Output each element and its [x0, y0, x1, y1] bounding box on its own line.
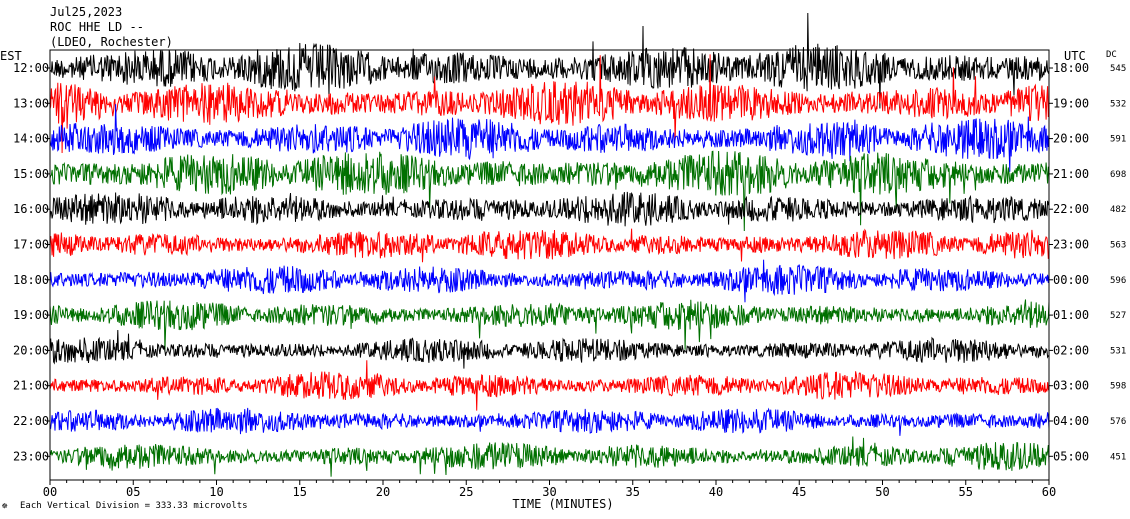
header-date: Jul25,2023 [50, 5, 122, 19]
dc-offset-value: 596 [1110, 276, 1126, 286]
x-tick-label: 55 [959, 485, 973, 499]
x-tick-label: 20 [376, 485, 390, 499]
est-hour-label: 23:00 [13, 449, 49, 463]
dc-offset-value: 531 [1110, 346, 1126, 356]
est-hour-label: 20:00 [13, 343, 49, 357]
header-station: ROC HHE LD -- [50, 20, 144, 34]
x-axis-ticks: 00 05 10 15 20 25 30 35 40 45 50 55 60 [43, 480, 1056, 499]
trace-row-1200 [49, 12, 1050, 109]
trace-row-1400 [49, 104, 1050, 172]
x-axis-title: TIME (MINUTES) [512, 497, 613, 511]
x-tick-label: 15 [293, 485, 307, 499]
dc-offset-value: 698 [1110, 170, 1126, 180]
dc-offset-value: 576 [1110, 417, 1126, 427]
utc-hour-label: 18:00 [1053, 61, 1089, 75]
seismic-traces [49, 12, 1050, 477]
utc-hour-label: 20:00 [1053, 132, 1089, 146]
dc-offset-value: 591 [1110, 135, 1126, 145]
utc-hour-label: 03:00 [1053, 379, 1089, 393]
utc-axis-label: UTC [1064, 49, 1086, 63]
x-tick-label: 05 [126, 485, 140, 499]
dc-offset-value: 545 [1110, 64, 1126, 74]
trace-row-2300 [49, 436, 1050, 477]
row-labels: 12:00 18:00 545 13:00 19:00 532 14:00 20:00 591 1… [13, 61, 1126, 463]
est-hour-label: 17:00 [13, 238, 49, 252]
header-location: (LDEO, Rochester) [50, 35, 173, 49]
dc-offset-value: 527 [1110, 311, 1126, 321]
est-hour-label: 12:00 [13, 61, 49, 75]
x-tick-label: 45 [792, 485, 806, 499]
x-tick-label: 10 [209, 485, 223, 499]
utc-hour-label: 02:00 [1053, 343, 1089, 357]
utc-hour-label: 05:00 [1053, 449, 1089, 463]
est-hour-label: 22:00 [13, 414, 49, 428]
utc-hour-label: 23:00 [1053, 238, 1089, 252]
x-tick-label: 60 [1042, 485, 1056, 499]
trace-row-1700 [49, 228, 1050, 263]
est-hour-label: 16:00 [13, 202, 49, 216]
dc-offset-value: 532 [1110, 99, 1126, 109]
utc-hour-label: 01:00 [1053, 308, 1089, 322]
x-tick-label: 50 [875, 485, 889, 499]
trace-row-1800 [49, 259, 1050, 303]
est-hour-label: 19:00 [13, 308, 49, 322]
x-tick-label: 25 [459, 485, 473, 499]
x-tick-label: 40 [709, 485, 723, 499]
trace-row-1300 [49, 54, 1050, 154]
dc-offset-value: 482 [1110, 205, 1126, 215]
utc-hour-label: 04:00 [1053, 414, 1089, 428]
trace-row-2200 [49, 407, 1050, 436]
utc-hour-label: 19:00 [1053, 96, 1089, 110]
trace-row-2000 [49, 329, 1050, 369]
trace-row-1900 [49, 299, 1050, 352]
utc-hour-label: 22:00 [1053, 202, 1089, 216]
dc-offset-value: 451 [1110, 452, 1126, 462]
dc-offset-value: 563 [1110, 241, 1126, 251]
trace-row-2100 [49, 360, 1050, 411]
scale-note: Each Vertical Division = 333.33 microvol… [20, 501, 248, 511]
footer-mark: ☸ [1, 502, 8, 512]
utc-hour-label: 00:00 [1053, 273, 1089, 287]
est-hour-label: 21:00 [13, 379, 49, 393]
utc-hour-label: 21:00 [1053, 167, 1089, 181]
trace-row-1500 [49, 150, 1050, 232]
est-hour-label: 18:00 [13, 273, 49, 287]
trace-row-1600 [49, 191, 1050, 227]
est-axis-label: EST [0, 49, 22, 63]
est-hour-label: 14:00 [13, 132, 49, 146]
dc-offset-value: 598 [1110, 382, 1126, 392]
dc-column-label: DC [1106, 50, 1117, 60]
x-tick-label: 00 [43, 485, 57, 499]
x-tick-label: 30 [542, 485, 556, 499]
x-tick-label: 35 [626, 485, 640, 499]
est-hour-label: 13:00 [13, 96, 49, 110]
est-hour-label: 15:00 [13, 167, 49, 181]
